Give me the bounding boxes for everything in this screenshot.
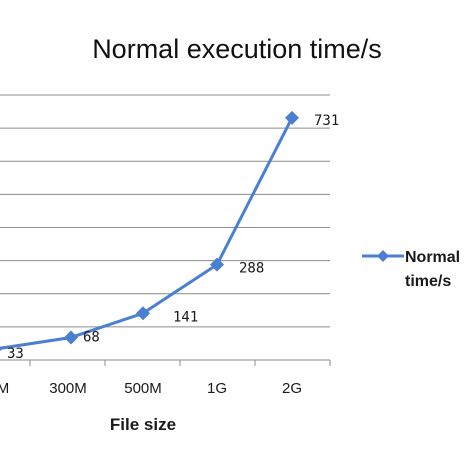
legend: Normal time/s [362, 249, 460, 290]
legend-marker-diamond-icon [377, 250, 389, 262]
x-tick-label: M [0, 380, 9, 397]
x-tick-label: 500M [124, 380, 162, 397]
x-tick-label: 2G [282, 380, 302, 397]
x-tick-label: 1G [207, 380, 227, 397]
data-label: 731 [314, 113, 339, 129]
x-axis-ticks: M 300M 500M 1G 2G [0, 360, 331, 397]
chart-title: Normal execution time/s [92, 34, 382, 64]
x-axis-title: File size [110, 415, 176, 434]
data-point-marker [64, 330, 78, 345]
data-label: 33 [7, 346, 24, 362]
data-label: 68 [83, 329, 100, 345]
legend-label-line-1: Normal [405, 249, 460, 266]
data-point-marker [0, 347, 2, 352]
series-group: 33 68 141 288 731 [0, 110, 339, 362]
x-tick-label: 300M [49, 380, 87, 397]
data-label: 141 [173, 309, 198, 325]
data-point-marker [210, 257, 224, 272]
gridlines [0, 94, 330, 328]
legend-label-line-2: time/s [405, 273, 451, 290]
data-point-marker [136, 306, 150, 321]
data-label: 288 [239, 261, 264, 277]
data-point-marker [285, 110, 299, 125]
